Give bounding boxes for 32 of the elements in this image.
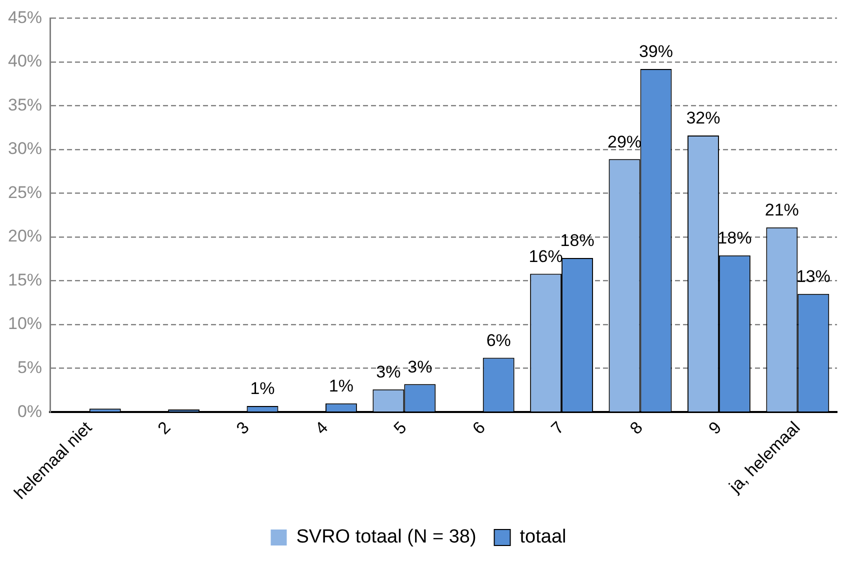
- data-label: 16%: [528, 246, 563, 266]
- data-label: 21%: [764, 200, 799, 220]
- data-label: 29%: [608, 132, 642, 152]
- y-tick-label: 0%: [17, 402, 42, 421]
- y-tick-label: 45%: [8, 8, 42, 27]
- data-label: 1%: [250, 379, 275, 398]
- data-label: 3%: [408, 357, 432, 376]
- y-tick-label: 30%: [8, 139, 42, 158]
- y-tick-label: 20%: [8, 226, 42, 246]
- data-label: 3%: [376, 362, 401, 382]
- data-label: 39%: [638, 42, 674, 62]
- x-tick-label: 7: [548, 418, 568, 438]
- data-label: 32%: [686, 108, 720, 128]
- x-tick-label: 3: [232, 418, 253, 438]
- y-tick-label: 40%: [8, 52, 42, 71]
- data-label: 18%: [560, 231, 594, 250]
- data-label: 1%: [328, 376, 354, 396]
- y-tick-label: 35%: [8, 95, 42, 114]
- y-tick-label: 5%: [17, 358, 42, 377]
- legend-label: SVRO totaal (N = 38): [296, 526, 476, 548]
- data-label: 6%: [486, 330, 511, 350]
- x-tick-label: 9: [704, 418, 726, 438]
- x-tick-label: 4: [311, 418, 332, 438]
- y-tick-label: 15%: [8, 270, 42, 290]
- data-label: 13%: [796, 267, 830, 286]
- y-tick-label: 10%: [8, 314, 42, 334]
- x-tick-label: 5: [390, 418, 410, 438]
- y-tick-label: 25%: [8, 182, 42, 202]
- x-tick-label: 2: [154, 418, 174, 438]
- x-tick-label: 6: [468, 418, 490, 438]
- legend-label: totaal: [520, 526, 566, 548]
- x-tick-label: 8: [626, 418, 646, 438]
